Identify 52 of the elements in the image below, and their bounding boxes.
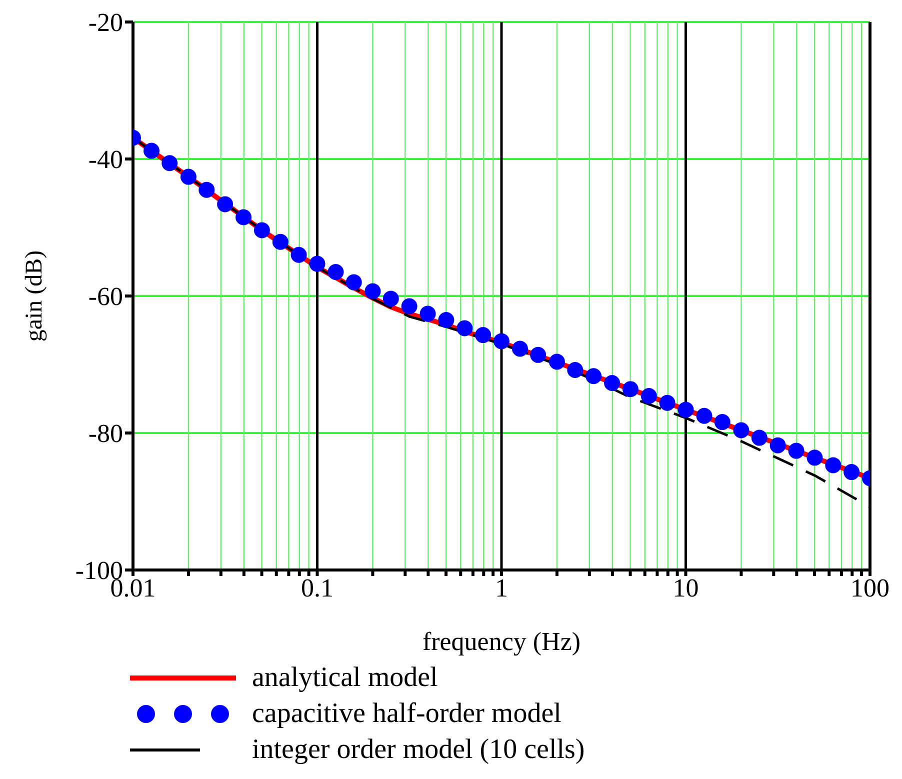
point [290,246,307,263]
point [180,168,196,185]
y-tick-label: -60 [88,282,123,312]
point [382,290,399,307]
point [567,362,584,378]
point [438,312,454,328]
x-tick-label: 10 [672,573,699,602]
x-axis-title: frequency (Hz) [422,627,581,656]
point [788,442,804,459]
point [162,155,178,172]
point [530,346,546,363]
legend-label: capacitive half-order model [252,698,562,730]
point [622,381,638,398]
y-tick-label: -40 [88,145,123,174]
point [714,414,730,430]
legend-label: integer order model (10 cells) [252,734,585,766]
point [456,320,473,336]
y-axis-title: gain (dB) [22,250,48,342]
point [696,408,712,424]
point [494,333,510,350]
point [548,354,565,370]
point [364,283,381,300]
point [309,256,326,272]
point [604,374,620,391]
point [420,306,436,322]
point [806,450,823,466]
legend-label: analytical model [252,662,438,694]
point [143,142,160,159]
point [236,209,252,226]
x-tick-label: 1 [495,573,508,602]
y-tick-label: -80 [88,419,123,448]
point [401,298,418,314]
point [733,422,750,438]
point [659,394,676,411]
point [640,388,657,404]
x-tick-label: 0.1 [301,573,334,602]
point [678,402,694,418]
point [198,182,215,198]
point [770,437,786,454]
point [217,196,234,212]
point [254,222,270,238]
point [825,457,842,474]
y-tick-label: -20 [88,8,123,38]
point [346,274,362,290]
point [512,340,528,357]
point [272,234,288,250]
point [586,368,602,384]
point [328,264,344,280]
point [751,430,768,446]
point [475,327,492,344]
x-tick-label: 100 [850,573,890,602]
point [844,464,860,480]
